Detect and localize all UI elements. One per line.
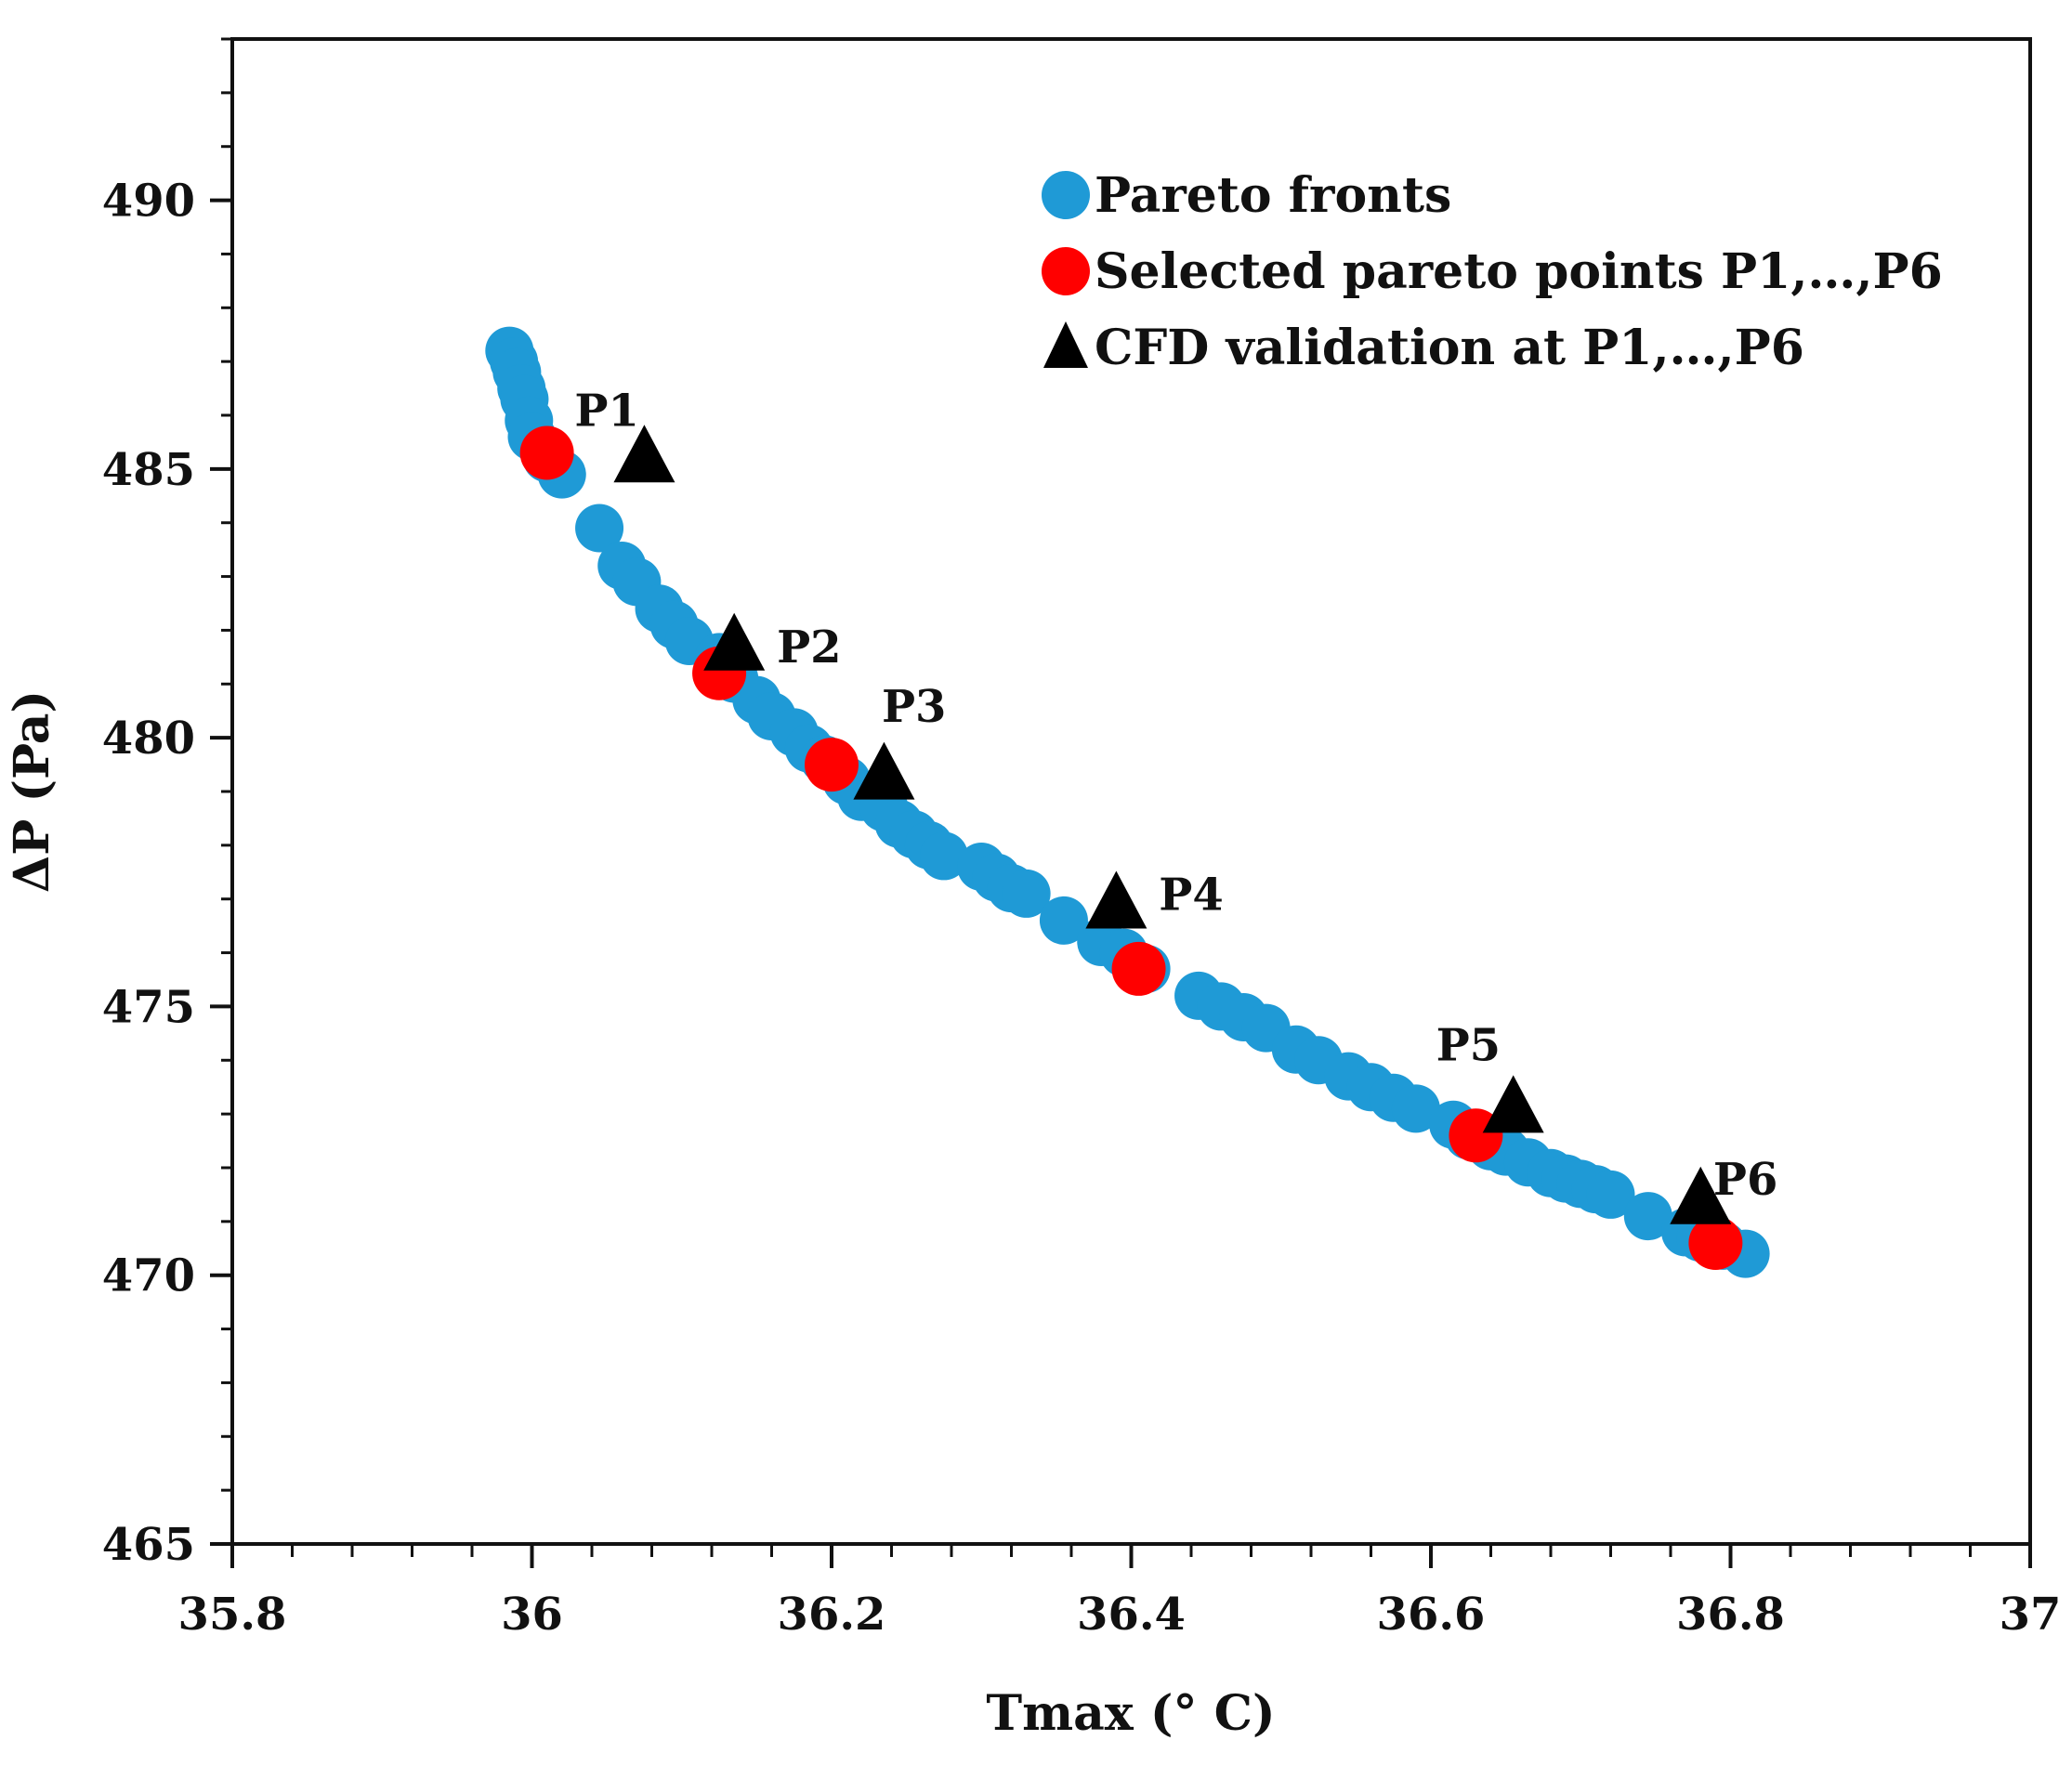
pareto-point: [1002, 869, 1051, 918]
y-tick-label: 480: [102, 713, 195, 765]
legend: Pareto fronts Selected pareto points P1,…: [1042, 167, 1943, 376]
selected-point-p3: [805, 738, 859, 792]
point-label-p4: P4: [1159, 869, 1224, 921]
y-tick-labels: 465 470 475 480 485 490: [102, 176, 195, 1571]
y-axis-title: ΔP (Pa): [4, 690, 60, 893]
point-label-p1: P1: [574, 386, 639, 438]
x-tick-label: 36.8: [1676, 1589, 1785, 1641]
y-tick-label: 490: [102, 176, 195, 228]
pareto-point: [1586, 1170, 1635, 1219]
cfd-point: [1482, 1075, 1544, 1133]
series-pareto-fronts: [485, 326, 1770, 1278]
x-tick-label: 35.8: [178, 1589, 287, 1641]
pareto-point: [1623, 1192, 1672, 1241]
x-tick-label: 36.2: [778, 1589, 886, 1641]
legend-marker-selected: [1042, 247, 1090, 295]
x-tick-label: 36: [501, 1589, 563, 1641]
point-label-p6: P6: [1713, 1154, 1778, 1206]
cfd-point: [703, 612, 766, 671]
legend-label-selected: Selected pareto points P1,…,P6: [1095, 243, 1943, 300]
series-cfd-validation: [613, 425, 1732, 1224]
x-tick-label: 36.4: [1077, 1589, 1186, 1641]
point-label-p2: P2: [777, 621, 842, 674]
x-tick-label: 36.6: [1377, 1589, 1486, 1641]
point-label-p5: P5: [1436, 1019, 1502, 1071]
y-tick-label: 475: [102, 981, 195, 1033]
x-tick-label: 37: [2000, 1589, 2062, 1641]
y-tick-label: 465: [102, 1519, 195, 1571]
selected-point-p1: [519, 425, 574, 480]
legend-label-cfd: CFD validation at P1,…,P6: [1095, 320, 1804, 376]
x-tick-labels: 35.8 36 36.2 36.4 36.6 36.8 37: [178, 1589, 2062, 1641]
y-tick-label: 485: [102, 444, 195, 496]
y-tick-label: 470: [102, 1250, 195, 1302]
legend-marker-cfd: [1043, 321, 1088, 368]
cfd-point: [853, 741, 915, 800]
y-major-ticks: [210, 198, 232, 1546]
x-axis-title: Tmax (° C): [986, 1685, 1275, 1742]
point-labels: P1 P2 P3 P4 P5 P6: [574, 386, 1777, 1206]
x-minor-ticks: [230, 1544, 2032, 1557]
selected-point-p6: [1688, 1216, 1743, 1270]
legend-marker-pareto: [1042, 171, 1090, 219]
series-selected-points: [519, 425, 1743, 1270]
selected-point-p4: [1111, 941, 1166, 996]
cfd-point: [1085, 870, 1147, 929]
pareto-point: [575, 504, 624, 553]
cfd-point: [613, 425, 675, 483]
point-label-p3: P3: [882, 681, 947, 733]
cfd-point: [1670, 1166, 1732, 1224]
pareto-point: [1391, 1084, 1440, 1133]
legend-label-pareto: Pareto fronts: [1095, 167, 1451, 224]
x-major-ticks: [230, 1544, 2032, 1568]
pareto-point: [919, 831, 968, 881]
pareto-point: [1039, 896, 1088, 945]
